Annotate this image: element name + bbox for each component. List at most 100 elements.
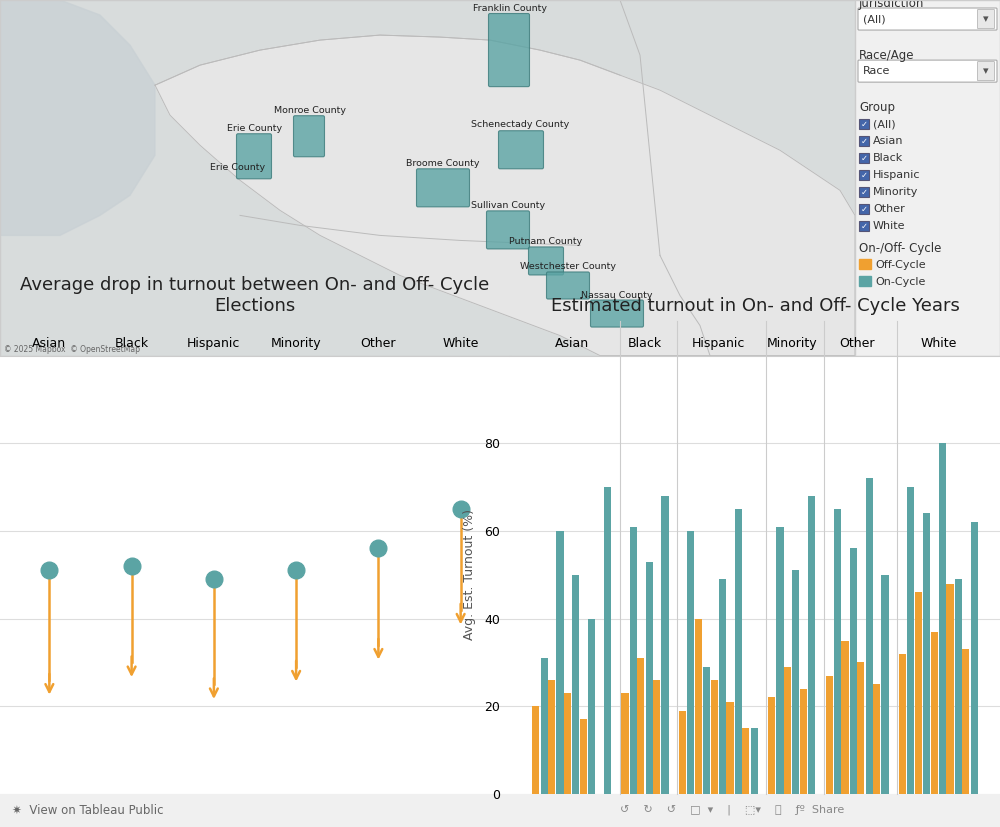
- Text: Erie County: Erie County: [210, 163, 265, 172]
- Text: ✓: ✓: [860, 120, 868, 129]
- Text: Schenectady County: Schenectady County: [471, 120, 569, 129]
- Bar: [859, 153, 869, 163]
- Bar: [907, 487, 914, 794]
- Bar: [899, 653, 906, 794]
- Bar: [962, 649, 969, 794]
- Bar: [653, 680, 660, 794]
- Text: Group: Group: [859, 101, 895, 114]
- Text: Nassau County: Nassau County: [581, 290, 653, 299]
- Text: Jurisdiction: Jurisdiction: [859, 0, 924, 10]
- Text: (All): (All): [873, 119, 896, 129]
- Text: Westchester County: Westchester County: [520, 262, 616, 271]
- FancyBboxPatch shape: [858, 8, 997, 30]
- Bar: [726, 702, 734, 794]
- Bar: [859, 188, 869, 198]
- Text: ✓: ✓: [860, 222, 868, 231]
- Bar: [866, 478, 873, 794]
- Title: Average drop in turnout between On- and Off- Cycle
Elections: Average drop in turnout between On- and …: [20, 276, 490, 315]
- Bar: [768, 697, 775, 794]
- Bar: [784, 667, 791, 794]
- Text: Monroe County: Monroe County: [274, 106, 346, 115]
- Bar: [792, 571, 799, 794]
- Bar: [859, 119, 869, 129]
- Bar: [719, 579, 726, 794]
- Bar: [850, 548, 857, 794]
- Text: On-/Off- Cycle: On-/Off- Cycle: [859, 242, 941, 256]
- Bar: [661, 496, 669, 794]
- Text: Hispanic: Hispanic: [873, 170, 920, 180]
- Bar: [604, 487, 611, 794]
- Text: Putnam County: Putnam County: [509, 237, 583, 246]
- Bar: [859, 170, 869, 180]
- Y-axis label: Avg. Est. Turnout (%): Avg. Est. Turnout (%): [463, 509, 476, 640]
- Text: ✷  View on Tableau Public: ✷ View on Tableau Public: [12, 804, 164, 816]
- Bar: [646, 562, 653, 794]
- Bar: [808, 496, 815, 794]
- Text: White: White: [873, 222, 906, 232]
- Bar: [695, 619, 702, 794]
- FancyBboxPatch shape: [590, 300, 644, 327]
- Bar: [742, 728, 749, 794]
- Text: Race/Age: Race/Age: [859, 49, 914, 62]
- Bar: [556, 531, 564, 794]
- Text: ▾: ▾: [983, 66, 989, 76]
- Text: Off-Cycle: Off-Cycle: [875, 261, 926, 270]
- Bar: [751, 728, 758, 794]
- Bar: [915, 592, 922, 794]
- Bar: [679, 710, 686, 794]
- Bar: [687, 531, 694, 794]
- Bar: [637, 658, 644, 794]
- Text: ✓: ✓: [860, 136, 868, 146]
- FancyBboxPatch shape: [978, 61, 994, 81]
- Bar: [859, 204, 869, 214]
- Bar: [541, 658, 548, 794]
- Bar: [859, 276, 871, 286]
- Text: ✓: ✓: [860, 154, 868, 163]
- FancyBboxPatch shape: [488, 13, 530, 87]
- Text: ▾: ▾: [983, 14, 989, 24]
- Text: Erie County: Erie County: [227, 124, 283, 133]
- Bar: [800, 689, 807, 794]
- Bar: [859, 260, 871, 270]
- Bar: [857, 662, 864, 794]
- Text: Asian: Asian: [873, 136, 904, 146]
- Bar: [735, 509, 742, 794]
- Bar: [588, 619, 595, 794]
- Text: Minority: Minority: [873, 188, 918, 198]
- Text: ✓: ✓: [860, 205, 868, 214]
- Polygon shape: [155, 35, 855, 356]
- Bar: [946, 584, 954, 794]
- Text: Sullivan County: Sullivan County: [471, 201, 545, 210]
- Bar: [532, 706, 539, 794]
- Text: © 2025 Mapbox  © OpenStreetMap: © 2025 Mapbox © OpenStreetMap: [4, 345, 140, 354]
- Bar: [826, 676, 833, 794]
- Text: Franklin County: Franklin County: [473, 4, 547, 13]
- FancyBboxPatch shape: [416, 169, 470, 207]
- Text: (All): (All): [863, 14, 886, 24]
- Bar: [859, 222, 869, 232]
- FancyBboxPatch shape: [528, 247, 564, 275]
- Bar: [881, 575, 889, 794]
- FancyBboxPatch shape: [546, 272, 590, 299]
- Bar: [630, 527, 637, 794]
- Text: Broome County: Broome County: [406, 160, 480, 168]
- Bar: [931, 632, 938, 794]
- Bar: [923, 514, 930, 794]
- Text: On-Cycle: On-Cycle: [875, 278, 925, 288]
- Bar: [971, 522, 978, 794]
- Bar: [572, 575, 579, 794]
- Text: ✓: ✓: [860, 188, 868, 197]
- Bar: [859, 136, 869, 146]
- Bar: [834, 509, 841, 794]
- Text: Black: Black: [873, 153, 903, 163]
- Bar: [955, 579, 962, 794]
- Bar: [776, 527, 784, 794]
- Text: Race: Race: [863, 66, 890, 76]
- Text: ✓: ✓: [860, 171, 868, 179]
- FancyBboxPatch shape: [498, 131, 544, 169]
- FancyBboxPatch shape: [858, 60, 997, 82]
- Bar: [939, 443, 946, 794]
- FancyBboxPatch shape: [237, 134, 272, 179]
- Text: Other: Other: [873, 204, 905, 214]
- Bar: [564, 693, 571, 794]
